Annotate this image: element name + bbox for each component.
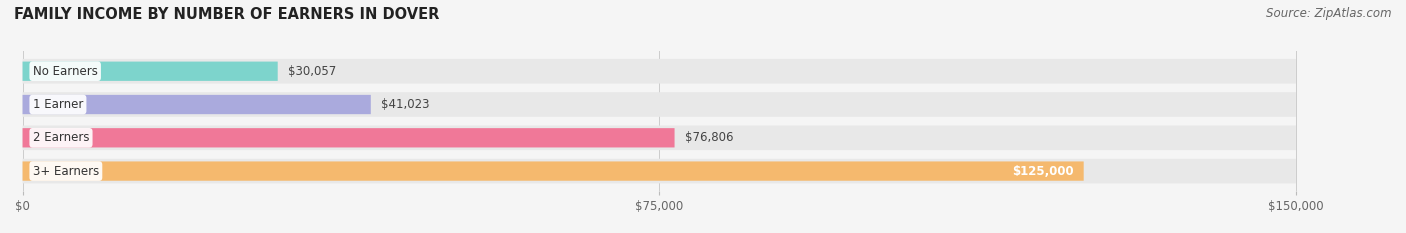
Text: $41,023: $41,023 — [381, 98, 429, 111]
Text: 3+ Earners: 3+ Earners — [32, 164, 98, 178]
FancyBboxPatch shape — [22, 95, 371, 114]
Text: $76,806: $76,806 — [685, 131, 734, 144]
FancyBboxPatch shape — [22, 62, 278, 81]
Text: FAMILY INCOME BY NUMBER OF EARNERS IN DOVER: FAMILY INCOME BY NUMBER OF EARNERS IN DO… — [14, 7, 440, 22]
FancyBboxPatch shape — [22, 128, 675, 147]
Text: 2 Earners: 2 Earners — [32, 131, 89, 144]
Text: $30,057: $30,057 — [288, 65, 336, 78]
FancyBboxPatch shape — [22, 161, 1084, 181]
Text: 1 Earner: 1 Earner — [32, 98, 83, 111]
FancyBboxPatch shape — [22, 159, 1296, 183]
FancyBboxPatch shape — [22, 92, 1296, 117]
Text: Source: ZipAtlas.com: Source: ZipAtlas.com — [1267, 7, 1392, 20]
Text: $125,000: $125,000 — [1012, 164, 1074, 178]
Text: No Earners: No Earners — [32, 65, 97, 78]
FancyBboxPatch shape — [22, 59, 1296, 84]
FancyBboxPatch shape — [22, 126, 1296, 150]
